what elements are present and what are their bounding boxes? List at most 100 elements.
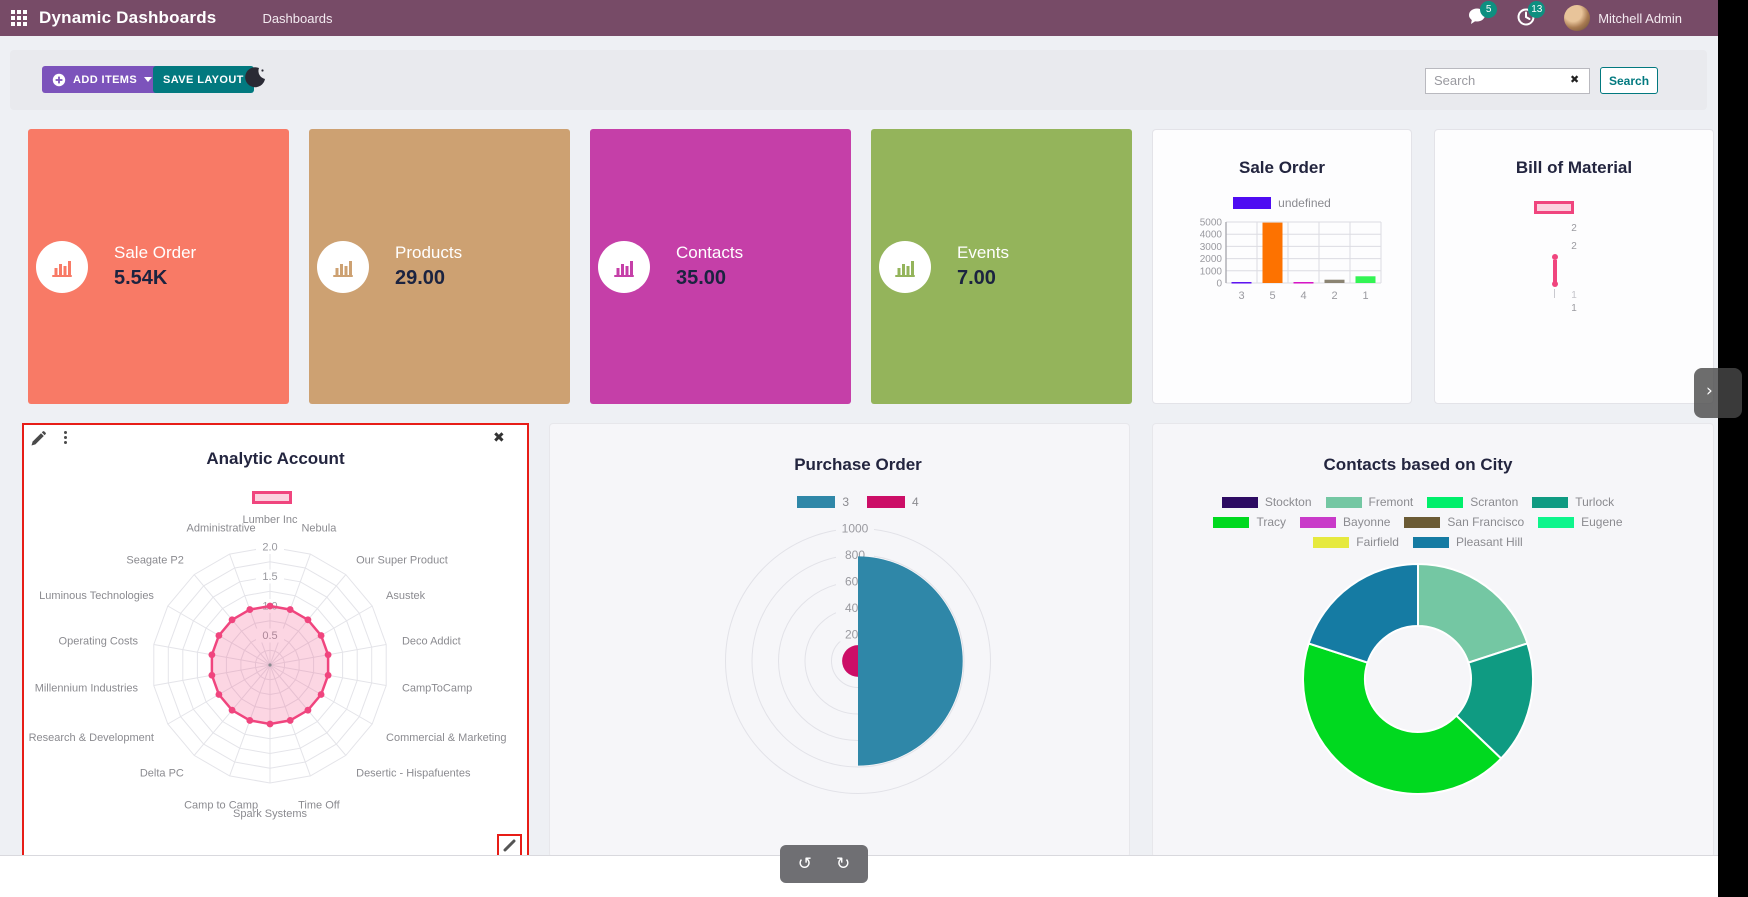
radar-point bbox=[215, 632, 223, 639]
card-title: Purchase Order bbox=[794, 455, 922, 474]
plus-circle-icon bbox=[52, 73, 66, 86]
search-button[interactable]: Search bbox=[1600, 67, 1659, 94]
polar-segment-3 bbox=[858, 556, 963, 766]
kpi-tile-contacts[interactable]: Contacts 35.00 bbox=[590, 129, 851, 404]
bar-chart-icon bbox=[598, 240, 650, 293]
radar-point bbox=[286, 717, 294, 724]
legend-swatch bbox=[1532, 496, 1569, 508]
x-tick-label: 4 bbox=[1300, 290, 1306, 302]
legend-swatch bbox=[1300, 516, 1337, 528]
save-layout-button[interactable]: SAVE LAYOUT bbox=[153, 66, 254, 93]
radar-axis-label: Delta PC bbox=[140, 768, 184, 780]
legend-swatch bbox=[797, 496, 836, 508]
doughnut-segment-fremont bbox=[1417, 562, 1529, 664]
legend-label: San Francisco bbox=[1447, 515, 1525, 529]
kebab-menu-icon[interactable] bbox=[64, 431, 67, 444]
radar-point bbox=[304, 706, 312, 714]
y-tick-label: 5000 bbox=[1200, 218, 1223, 229]
radar-legend-swatch[interactable] bbox=[1534, 201, 1574, 214]
user-name: Mitchell Admin bbox=[1598, 10, 1682, 26]
tile-label: Products bbox=[395, 243, 463, 262]
axis-tick bbox=[1554, 289, 1555, 298]
radar-line bbox=[1553, 260, 1557, 282]
radar-point bbox=[317, 691, 325, 698]
legend-item[interactable]: Tracy bbox=[1213, 515, 1286, 529]
top-navbar: Dynamic Dashboards Dashboards 5 13 Mitch… bbox=[0, 0, 1718, 36]
axis-value: 1 bbox=[1571, 290, 1577, 301]
legend-item[interactable]: Eugene bbox=[1538, 515, 1623, 529]
redo-icon[interactable]: ↻ bbox=[836, 853, 851, 874]
x-tick-label: 5 bbox=[1269, 290, 1275, 302]
search-input[interactable] bbox=[1425, 67, 1590, 94]
legend-item[interactable]: undefined bbox=[1233, 196, 1331, 210]
undo-icon[interactable]: ↺ bbox=[797, 853, 812, 874]
legend-swatch bbox=[1313, 536, 1350, 548]
radar-axis-label: Seagate P2 bbox=[126, 554, 184, 566]
legend-label: Bayonne bbox=[1343, 515, 1391, 529]
radar-axis-label: Operating Costs bbox=[59, 636, 139, 648]
legend-label: Scranton bbox=[1470, 495, 1519, 509]
tile-value: 5.54K bbox=[114, 267, 168, 289]
radar-point bbox=[228, 706, 236, 714]
legend-swatch bbox=[1412, 536, 1449, 548]
bar-chart-legend: undefined bbox=[1153, 196, 1411, 210]
radar-axis-label: Camp to Camp bbox=[184, 799, 258, 811]
polar-segment-4 bbox=[842, 645, 858, 677]
y-tick-label: 1000 bbox=[1200, 266, 1223, 277]
tile-value: 35.00 bbox=[676, 267, 727, 289]
legend-item[interactable]: San Francisco bbox=[1404, 515, 1524, 529]
y-tick-label: 4000 bbox=[1200, 230, 1223, 241]
legend-item[interactable]: Turlock bbox=[1532, 495, 1614, 509]
legend-item[interactable]: Fairfield bbox=[1313, 535, 1399, 549]
legend-swatch bbox=[1427, 496, 1464, 508]
radar-axis-label: Deco Addict bbox=[402, 636, 461, 648]
messages-button[interactable]: 5 bbox=[1468, 1, 1498, 29]
tile-value: 7.00 bbox=[957, 267, 996, 289]
legend-item[interactable]: 3 bbox=[797, 495, 849, 509]
messages-badge: 5 bbox=[1480, 1, 1498, 18]
radar-point bbox=[266, 720, 274, 728]
radar-point bbox=[286, 606, 294, 613]
radar-axis-label: Time Off bbox=[298, 799, 341, 811]
activities-button[interactable]: 13 bbox=[1516, 1, 1546, 29]
radar-axis-label: Nebula bbox=[301, 523, 337, 535]
radar-legend-swatch[interactable] bbox=[252, 491, 292, 504]
user-menu[interactable]: Mitchell Admin bbox=[1564, 5, 1682, 31]
legend-item[interactable]: Bayonne bbox=[1300, 515, 1390, 529]
kpi-tile-sale-order[interactable]: Sale Order 5.54K bbox=[28, 129, 289, 404]
avatar bbox=[1564, 5, 1591, 31]
radar-axis-label: Our Super Product bbox=[356, 554, 448, 566]
bar-5 bbox=[1262, 222, 1283, 283]
legend-label: 3 bbox=[842, 495, 849, 509]
legend-item[interactable]: Scranton bbox=[1427, 495, 1518, 509]
legend-swatch bbox=[1325, 496, 1362, 508]
legend-item[interactable]: Stockton bbox=[1221, 495, 1312, 509]
close-icon[interactable]: ✖ bbox=[493, 430, 505, 446]
radar-point bbox=[266, 602, 274, 610]
menu-dashboards[interactable]: Dashboards bbox=[262, 10, 333, 26]
legend-item[interactable]: 4 bbox=[867, 495, 919, 509]
legend-swatch bbox=[1233, 197, 1272, 209]
add-items-label: ADD ITEMS bbox=[73, 73, 138, 86]
apps-menu-icon[interactable] bbox=[11, 10, 27, 26]
side-panel-toggle-tab[interactable]: › bbox=[1694, 368, 1742, 418]
legend-swatch bbox=[867, 496, 905, 508]
tile-label: Events bbox=[957, 243, 1009, 262]
edit-pencil-icon[interactable] bbox=[30, 431, 46, 447]
contacts-city-card: Contacts based on City Stockton Fremont Sc… bbox=[1152, 423, 1714, 858]
legend-label: Eugene bbox=[1581, 515, 1623, 529]
legend-item[interactable]: Fremont bbox=[1325, 495, 1413, 509]
radar-point bbox=[208, 651, 216, 659]
kpi-tile-products[interactable]: Products 29.00 bbox=[309, 129, 570, 404]
legend-item[interactable]: Pleasant Hill bbox=[1412, 535, 1523, 549]
radar-axis-label: Millennium Industries bbox=[35, 682, 139, 694]
clear-search-icon[interactable]: ✖ bbox=[1570, 73, 1580, 86]
add-items-button[interactable]: ADD ITEMS bbox=[42, 66, 163, 93]
card-title: Analytic Account bbox=[206, 449, 345, 468]
kpi-tile-events[interactable]: Events 7.00 bbox=[871, 129, 1132, 404]
card-title: Contacts based on City bbox=[1323, 455, 1513, 474]
activities-badge: 13 bbox=[1528, 1, 1546, 18]
dark-mode-moon-icon[interactable] bbox=[245, 66, 267, 88]
